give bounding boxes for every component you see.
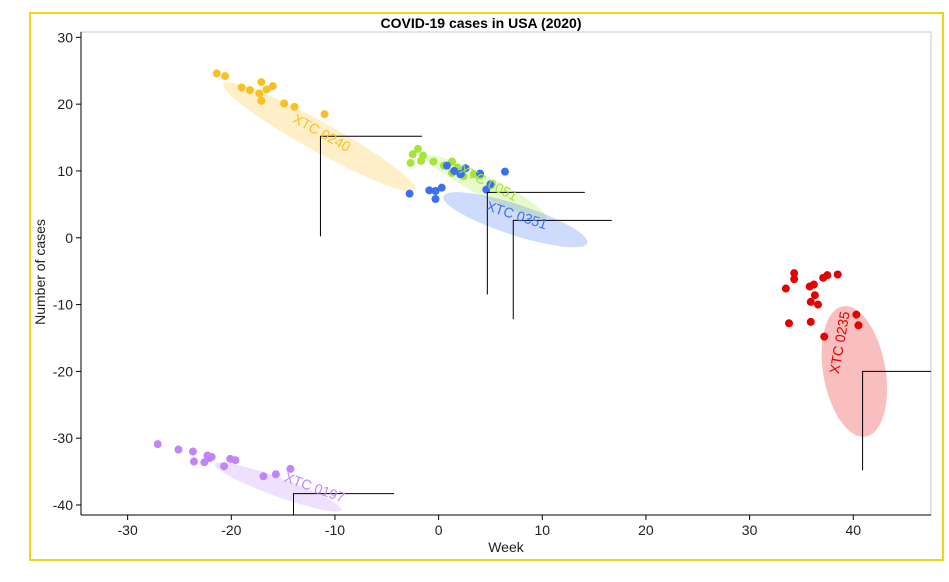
data-point-xtc-0051: [413, 144, 422, 153]
data-point-xtc-0197: [259, 472, 268, 481]
data-point-xtc-0235: [781, 284, 790, 293]
y-tick-label: -20: [53, 363, 73, 379]
callout-line-xtc-0235: [862, 370, 931, 471]
data-point-xtc-0351: [476, 169, 485, 178]
data-point-xtc-0235: [823, 271, 832, 280]
data-point-xtc-0240: [255, 89, 264, 98]
data-point-xtc-0240: [320, 110, 329, 119]
y-axis-label: Number of cases: [32, 219, 48, 325]
data-point-xtc-0240: [257, 78, 266, 87]
cluster-ellipse-xtc-0351: [443, 192, 588, 248]
x-tick-label: -30: [118, 522, 138, 538]
y-tick-label: -40: [53, 497, 73, 513]
x-tick-label: 20: [638, 522, 654, 538]
chart-border: [29, 12, 944, 561]
data-point-xtc-0197: [189, 457, 198, 466]
cluster-ellipse-xtc-0197: [214, 462, 342, 512]
data-point-xtc-0197: [153, 440, 162, 449]
data-point-xtc-0351: [431, 195, 440, 204]
data-point-xtc-0235: [806, 317, 815, 326]
y-tick-label: -10: [53, 297, 73, 313]
data-point-xtc-0235: [790, 275, 799, 284]
cluster-ellipse-xtc-0240: [223, 82, 416, 192]
data-point-xtc-0240: [237, 83, 246, 92]
data-point-xtc-0351: [431, 186, 440, 195]
y-tick-label: 30: [57, 29, 73, 45]
data-point-xtc-0051: [417, 156, 425, 165]
x-tick-label: 30: [742, 522, 758, 538]
data-point-xtc-0197: [286, 464, 295, 473]
data-point-xtc-0351: [442, 161, 451, 170]
data-point-xtc-0235: [790, 269, 799, 278]
data-point-xtc-0197: [220, 462, 229, 471]
data-point-xtc-0351: [405, 189, 414, 198]
callout-line-xtc-0051: [486, 191, 585, 295]
points-layer: [153, 69, 863, 481]
chart-title: COVID-19 cases in USA (2020): [380, 15, 581, 31]
callout-line-xtc-0197: [293, 493, 395, 515]
data-point-xtc-0240: [257, 96, 266, 105]
data-point-xtc-0351: [450, 166, 459, 175]
cluster-ellipse-xtc-0235: [821, 306, 888, 437]
data-point-xtc-0240: [280, 99, 289, 108]
ellipse-layer: [214, 82, 888, 512]
data-point-xtc-0051: [406, 158, 415, 167]
data-point-xtc-0235: [814, 300, 823, 309]
data-point-xtc-0235: [833, 270, 842, 279]
axes-layer: 30 20 10 0 -10 -20 -30 -40 -30 -20 -10 0 10 20 30 40: [53, 29, 931, 538]
data-point-xtc-0051: [469, 170, 478, 179]
y-tick-label: 20: [57, 96, 73, 112]
x-tick-label: 0: [435, 522, 443, 538]
callout-line-xtc-0240: [319, 135, 423, 237]
data-point-xtc-0235: [809, 280, 818, 289]
data-point-xtc-0351: [437, 183, 446, 192]
data-point-xtc-0240: [245, 86, 254, 95]
data-point-xtc-0240: [212, 69, 221, 78]
x-axis-label: Week: [488, 539, 525, 555]
x-tick-label: 10: [534, 522, 550, 538]
data-point-xtc-0197: [174, 445, 183, 454]
data-point-xtc-0197: [188, 447, 197, 456]
data-point-xtc-0240: [221, 72, 230, 81]
data-point-xtc-0235: [810, 291, 819, 300]
data-point-xtc-0197: [231, 456, 240, 465]
data-point-xtc-0351: [425, 186, 434, 195]
x-tick-label: -10: [325, 522, 345, 538]
x-tick-label: 40: [845, 522, 861, 538]
data-point-xtc-0051: [429, 157, 438, 166]
data-point-xtc-0235: [852, 310, 861, 319]
data-point-xtc-0197: [271, 470, 280, 479]
data-point-xtc-0235: [806, 297, 815, 306]
data-point-xtc-0351: [457, 169, 466, 178]
y-tick-label: 10: [57, 163, 73, 179]
y-tick-label: 0: [65, 230, 73, 246]
data-point-xtc-0240: [268, 82, 277, 91]
data-point-xtc-0235: [784, 319, 793, 328]
data-point-xtc-0240: [290, 102, 299, 111]
data-point-xtc-0197: [205, 454, 214, 463]
data-point-xtc-0235: [820, 332, 829, 341]
data-point-xtc-0240: [262, 85, 271, 94]
data-point-xtc-0351: [500, 167, 509, 176]
data-point-xtc-0351: [482, 185, 491, 194]
callout-line-xtc-0351: [512, 219, 612, 320]
data-point-xtc-0235: [854, 321, 863, 330]
x-tick-label: -20: [221, 522, 241, 538]
y-tick-label: -30: [53, 430, 73, 446]
data-point-xtc-0051: [408, 150, 417, 159]
callout-layer: [293, 135, 931, 515]
